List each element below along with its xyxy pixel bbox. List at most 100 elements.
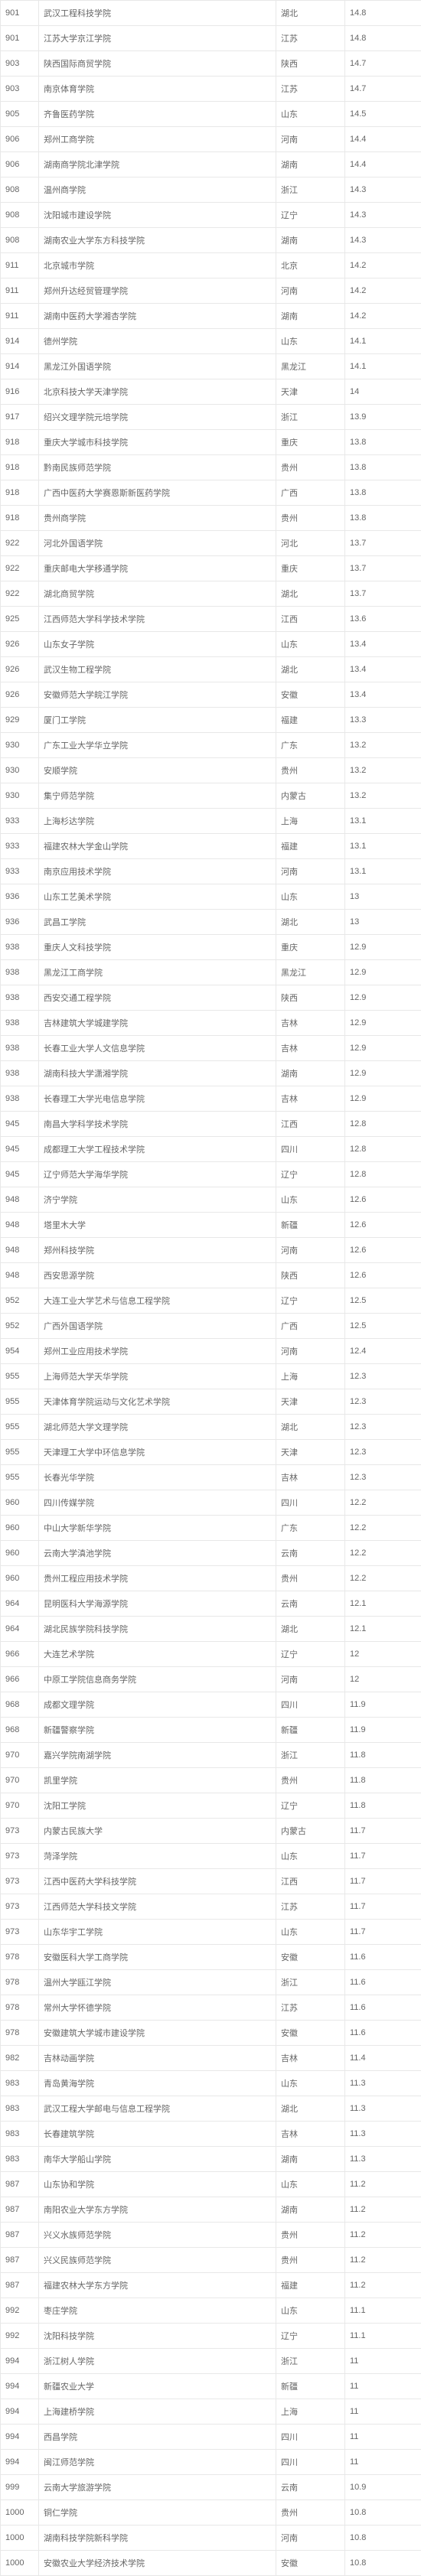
table-cell-name: 沈阳科技学院 — [39, 2324, 276, 2349]
table-cell-score: 13.2 — [345, 758, 421, 783]
table-cell-rank: 983 — [1, 2122, 39, 2147]
table-cell-province: 安徽 — [276, 682, 345, 708]
table-cell-province: 河北 — [276, 531, 345, 556]
table-cell-rank: 970 — [1, 1743, 39, 1768]
table-cell-name: 郑州工商学院 — [39, 127, 276, 152]
table-cell-score: 11.6 — [345, 1945, 421, 1970]
table-cell-score: 13 — [345, 910, 421, 935]
table-cell-score: 13.7 — [345, 531, 421, 556]
table-cell-rank: 948 — [1, 1213, 39, 1238]
table-row: 911湖南中医药大学湘杏学院湖南14.2 — [1, 304, 421, 329]
table-row: 911郑州升达经贸管理学院河南14.2 — [1, 278, 421, 304]
table-cell-province: 贵州 — [276, 1566, 345, 1591]
table-cell-province: 福建 — [276, 708, 345, 733]
table-row: 994浙江树人学院浙江11 — [1, 2349, 421, 2374]
table-cell-score: 12.2 — [345, 1490, 421, 1516]
table-cell-name: 山东女子学院 — [39, 632, 276, 657]
table-cell-name: 南京应用技术学院 — [39, 859, 276, 884]
table-cell-province: 辽宁 — [276, 1162, 345, 1187]
table-cell-province: 湖北 — [276, 1, 345, 26]
table-cell-province: 云南 — [276, 1541, 345, 1566]
table-row: 978温州大学瓯江学院浙江11.6 — [1, 1970, 421, 1995]
table-cell-name: 湖南商学院北津学院 — [39, 152, 276, 177]
table-row: 938重庆人文科技学院重庆12.9 — [1, 935, 421, 960]
table-cell-name: 安顺学院 — [39, 758, 276, 783]
table-row: 978常州大学怀德学院江苏11.6 — [1, 1995, 421, 2021]
table-cell-score: 11.7 — [345, 1819, 421, 1844]
table-cell-name: 吉林建筑大学城建学院 — [39, 1011, 276, 1036]
table-cell-province: 河南 — [276, 859, 345, 884]
table-row: 945辽宁师范大学海华学院辽宁12.8 — [1, 1162, 421, 1187]
table-cell-score: 12.9 — [345, 985, 421, 1011]
table-cell-score: 14.1 — [345, 329, 421, 354]
table-cell-province: 内蒙古 — [276, 783, 345, 809]
table-cell-province: 河南 — [276, 1339, 345, 1364]
table-cell-score: 12.9 — [345, 1011, 421, 1036]
table-row: 955上海师范大学天华学院上海12.3 — [1, 1364, 421, 1389]
table-cell-rank: 960 — [1, 1516, 39, 1541]
table-row: 936山东工艺美术学院山东13 — [1, 884, 421, 910]
table-cell-province: 天津 — [276, 1389, 345, 1415]
table-cell-province: 安徽 — [276, 2021, 345, 2046]
table-cell-rank: 903 — [1, 51, 39, 77]
table-row: 945成都理工大学工程技术学院四川12.8 — [1, 1137, 421, 1162]
table-cell-province: 湖北 — [276, 910, 345, 935]
table-cell-rank: 987 — [1, 2172, 39, 2197]
table-row: 906湖南商学院北津学院湖南14.4 — [1, 152, 421, 177]
table-cell-score: 12.5 — [345, 1314, 421, 1339]
table-row: 917绍兴文理学院元培学院浙江13.9 — [1, 405, 421, 430]
table-cell-name: 云南大学滇池学院 — [39, 1541, 276, 1566]
table-row: 954郑州工业应用技术学院河南12.4 — [1, 1339, 421, 1364]
table-cell-rank: 1000 — [1, 2551, 39, 2576]
table-cell-rank: 948 — [1, 1263, 39, 1288]
table-cell-province: 湖北 — [276, 581, 345, 607]
table-cell-name: 齐鲁医药学院 — [39, 102, 276, 127]
table-cell-name: 铜仁学院 — [39, 2500, 276, 2526]
table-cell-rank: 906 — [1, 152, 39, 177]
table-cell-name: 武汉生物工程学院 — [39, 657, 276, 682]
table-cell-name: 陕西国际商贸学院 — [39, 51, 276, 77]
table-cell-province: 湖南 — [276, 152, 345, 177]
table-cell-province: 重庆 — [276, 430, 345, 455]
table-cell-name: 黑龙江工商学院 — [39, 960, 276, 985]
table-cell-rank: 938 — [1, 1036, 39, 1061]
table-cell-score: 13.6 — [345, 607, 421, 632]
table-cell-rank: 955 — [1, 1465, 39, 1490]
table-cell-rank: 952 — [1, 1314, 39, 1339]
table-cell-name: 广西外国语学院 — [39, 1314, 276, 1339]
table-row: 916北京科技大学天津学院天津14 — [1, 379, 421, 405]
table-cell-name: 南京体育学院 — [39, 77, 276, 102]
table-cell-province: 福建 — [276, 2273, 345, 2298]
table-cell-name: 安徽师范大学皖江学院 — [39, 682, 276, 708]
table-cell-name: 温州商学院 — [39, 177, 276, 203]
table-cell-rank: 945 — [1, 1162, 39, 1187]
table-cell-rank: 938 — [1, 985, 39, 1011]
table-cell-province: 上海 — [276, 809, 345, 834]
table-row: 938吉林建筑大学城建学院吉林12.9 — [1, 1011, 421, 1036]
table-cell-score: 13.9 — [345, 405, 421, 430]
table-cell-province: 新疆 — [276, 1213, 345, 1238]
table-row: 973菏泽学院山东11.7 — [1, 1844, 421, 1869]
table-cell-rank: 994 — [1, 2425, 39, 2450]
table-row: 914黑龙江外国语学院黑龙江14.1 — [1, 354, 421, 379]
table-cell-province: 吉林 — [276, 1465, 345, 1490]
table-cell-rank: 926 — [1, 632, 39, 657]
table-row: 908沈阳城市建设学院辽宁14.3 — [1, 203, 421, 228]
table-row: 908温州商学院浙江14.3 — [1, 177, 421, 203]
table-cell-rank: 938 — [1, 1061, 39, 1086]
table-cell-rank: 954 — [1, 1339, 39, 1364]
table-cell-score: 11.6 — [345, 1995, 421, 2021]
table-cell-province: 江苏 — [276, 1894, 345, 1920]
table-cell-score: 14.8 — [345, 1, 421, 26]
table-cell-name: 闽江师范学院 — [39, 2450, 276, 2475]
table-cell-name: 南昌大学科学技术学院 — [39, 1112, 276, 1137]
table-cell-name: 贵州工程应用技术学院 — [39, 1566, 276, 1591]
table-cell-name: 湖南中医药大学湘杏学院 — [39, 304, 276, 329]
table-cell-rank: 911 — [1, 304, 39, 329]
table-row: 960云南大学滇池学院云南12.2 — [1, 1541, 421, 1566]
table-cell-name: 江西师范大学科技文学院 — [39, 1894, 276, 1920]
table-cell-rank: 978 — [1, 1945, 39, 1970]
table-cell-province: 吉林 — [276, 1086, 345, 1112]
table-row: 994新疆农业大学新疆11 — [1, 2374, 421, 2399]
table-cell-province: 上海 — [276, 2399, 345, 2425]
